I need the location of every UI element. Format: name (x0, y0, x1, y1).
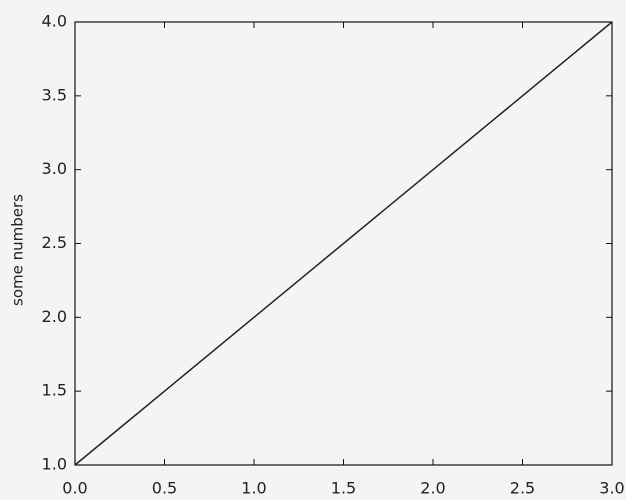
line (75, 22, 612, 465)
x-tick-label: 0.5 (152, 479, 177, 498)
x-tick-label: 1.0 (241, 479, 266, 498)
x-tick-label: 0.0 (62, 479, 87, 498)
page: some numbers 0.0 0.5 1.0 1.5 2.0 2.5 3.0 1.0 1.5… (0, 0, 626, 500)
x-tick-label: 1.5 (331, 479, 356, 498)
y-tick-label: 4.0 (42, 12, 67, 31)
y-axis-label: some numbers (9, 194, 27, 306)
x-tick-label: 2.5 (510, 479, 535, 498)
x-tick-label: 2.0 (420, 479, 445, 498)
y-tick-label: 3.5 (42, 85, 67, 104)
y-tick-label: 1.0 (42, 455, 67, 474)
y-tick-label: 2.0 (42, 307, 67, 326)
chart: some numbers 0.0 0.5 1.0 1.5 2.0 2.5 3.0 1.0 1.5… (0, 0, 626, 500)
x-tick-label: 3.0 (599, 479, 624, 498)
y-tick-label: 2.5 (42, 233, 67, 252)
y-tick-label: 1.5 (42, 381, 67, 400)
y-tick-label: 3.0 (42, 159, 67, 178)
